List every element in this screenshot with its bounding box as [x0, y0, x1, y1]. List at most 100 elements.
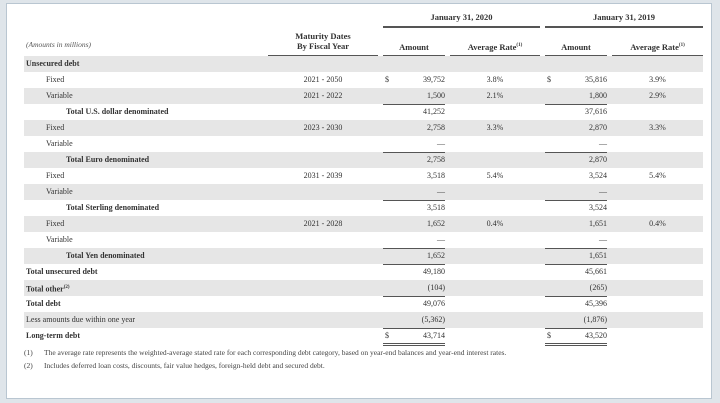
- row-label-text: Total U.S. dollar denominated: [66, 107, 169, 116]
- cell-value: 49,180: [423, 267, 445, 276]
- row-label: Variable: [46, 136, 73, 152]
- rate-2020-cell: 3.8%: [450, 72, 540, 88]
- amount-2020-cell: 2,758: [383, 152, 445, 167]
- maturity-header-line1: Maturity Dates: [295, 31, 351, 41]
- row-label-text: Variable: [46, 187, 73, 196]
- footnote-number: (2): [24, 361, 33, 370]
- amount-header-2020: Amount: [399, 42, 429, 52]
- cell-value: 0.4%: [649, 219, 666, 228]
- footnote-2: (2) Includes deferred loan costs, discoun…: [24, 361, 325, 370]
- maturity-cell: 2021 - 2050: [268, 72, 378, 88]
- row-label: Fixed: [46, 168, 64, 184]
- cell-value: (1,876): [583, 315, 607, 324]
- table-row: Fixed 2021 - 2028 1,652 0.4% 1,651 0.4%: [24, 216, 703, 232]
- amount-2019-cell: —: [545, 184, 607, 200]
- header-rule: [383, 26, 540, 28]
- table-row: Long-term debt 43,714 $43,520 $: [24, 328, 703, 346]
- row-label-text: Total Euro denominated: [66, 155, 150, 164]
- cell-value: —: [599, 235, 607, 244]
- table-row: Total Sterling denominated 3,518 3,524: [24, 200, 703, 216]
- row-label-text: Total debt: [26, 299, 61, 308]
- cell-value: —: [437, 235, 445, 244]
- table-row: Total other(2) (104) (265): [24, 280, 703, 296]
- cell-value: 35,816: [585, 75, 607, 84]
- cell-value: 3.3%: [649, 123, 666, 132]
- row-label-text: Total other: [26, 284, 64, 294]
- cell-value: 3,524: [589, 203, 607, 212]
- cell-value: 2021 - 2050: [303, 75, 343, 84]
- cell-value: 2,758: [427, 123, 445, 132]
- cell-value: 2031 - 2039: [303, 171, 343, 180]
- footnote-ref: (1): [516, 43, 523, 49]
- cell-value: 3.9%: [649, 75, 666, 84]
- cell-value: 2023 - 2030: [303, 123, 343, 132]
- cell-value: 1,800: [589, 91, 607, 100]
- table-row: Variable 2021 - 2022 1,500 2.1% 1,800 2.9%: [24, 88, 703, 104]
- amount-2020-cell: 1,652: [383, 248, 445, 263]
- row-label: Total Yen denominated: [66, 248, 145, 264]
- amount-2020-cell: 49,180: [383, 264, 445, 279]
- amount-2020-cell: —: [383, 184, 445, 200]
- rate-2019-cell: 0.4%: [612, 216, 703, 232]
- amount-2019-cell: 2,870: [545, 152, 607, 167]
- row-label-text: Unsecured debt: [26, 59, 80, 68]
- row-label: Fixed: [46, 216, 64, 232]
- cell-value: 39,752: [423, 75, 445, 84]
- maturity-header: Maturity Dates By Fiscal Year: [268, 31, 378, 51]
- amount-2019-cell: 1,800: [545, 88, 607, 104]
- cell-value: 3.3%: [486, 123, 504, 132]
- amount-2020-cell: 41,252: [383, 104, 445, 119]
- row-label-text: Variable: [46, 139, 73, 148]
- amount-2020-cell: 2,758: [383, 120, 445, 136]
- cell-value: —: [599, 139, 607, 148]
- amount-2020-cell: 39,752 $: [383, 72, 445, 88]
- row-label: Total debt: [26, 296, 61, 312]
- table-row: Fixed 2031 - 2039 3,518 5.4% 3,524 5.4%: [24, 168, 703, 184]
- row-label: Variable: [46, 232, 73, 248]
- footnote-number: (1): [24, 348, 33, 357]
- row-label: Long-term debt: [26, 328, 80, 344]
- table-row: Total U.S. dollar denominated 41,252 37,61…: [24, 104, 703, 120]
- cell-value: 3,518: [427, 203, 445, 212]
- row-label: Total other(2): [26, 280, 70, 298]
- table-row: Total Euro denominated 2,758 2,870: [24, 152, 703, 168]
- cell-value: —: [437, 139, 445, 148]
- cell-value: 49,076: [423, 299, 445, 308]
- cell-value: —: [599, 187, 607, 196]
- cell-value: 5.4%: [486, 171, 504, 180]
- cell-value: 2,758: [427, 155, 445, 164]
- row-label: Fixed: [46, 120, 64, 136]
- rate-2020-cell: 0.4%: [450, 216, 540, 232]
- rate-header-2019: Average Rate(1): [612, 42, 703, 52]
- row-label-text: Total Yen denominated: [66, 251, 145, 260]
- row-label-text: Fixed: [46, 123, 65, 132]
- row-label-text: Fixed: [46, 75, 65, 84]
- cell-value: 1,651: [589, 251, 607, 260]
- maturity-cell: 2021 - 2028: [268, 216, 378, 232]
- row-label-text: Total Sterling denominated: [66, 203, 160, 212]
- row-label: Total Euro denominated: [66, 152, 149, 168]
- amount-2019-cell: 35,816 $: [545, 72, 607, 88]
- row-label-text: Variable: [46, 91, 73, 100]
- amount-2019-cell: —: [545, 136, 607, 152]
- row-label: Total unsecured debt: [26, 264, 98, 280]
- footnote-ref: (1): [678, 43, 685, 49]
- amount-2019-cell: 45,396: [545, 296, 607, 311]
- amount-2019-cell: 43,520 $: [545, 328, 607, 346]
- amount-2019-cell: 37,616: [545, 104, 607, 119]
- period-2020-header: January 31, 2020: [430, 12, 493, 22]
- row-label: Variable: [46, 88, 73, 104]
- table-row: Unsecured debt: [24, 56, 703, 72]
- cell-value: 2021 - 2028: [303, 219, 343, 228]
- amount-2020-cell: —: [383, 232, 445, 248]
- amount-2019-cell: 1,651: [545, 248, 607, 263]
- row-label: Unsecured debt: [26, 56, 79, 72]
- amount-2019-cell: (265): [545, 280, 607, 296]
- amount-2019-cell: —: [545, 232, 607, 248]
- maturity-header-line2: By Fiscal Year: [296, 41, 350, 51]
- cell-value: 3,518: [427, 171, 445, 180]
- cell-value: (265): [589, 283, 607, 292]
- cell-value: —: [437, 187, 445, 196]
- cell-value: 45,661: [585, 267, 607, 276]
- maturity-cell: 2021 - 2022: [268, 88, 378, 104]
